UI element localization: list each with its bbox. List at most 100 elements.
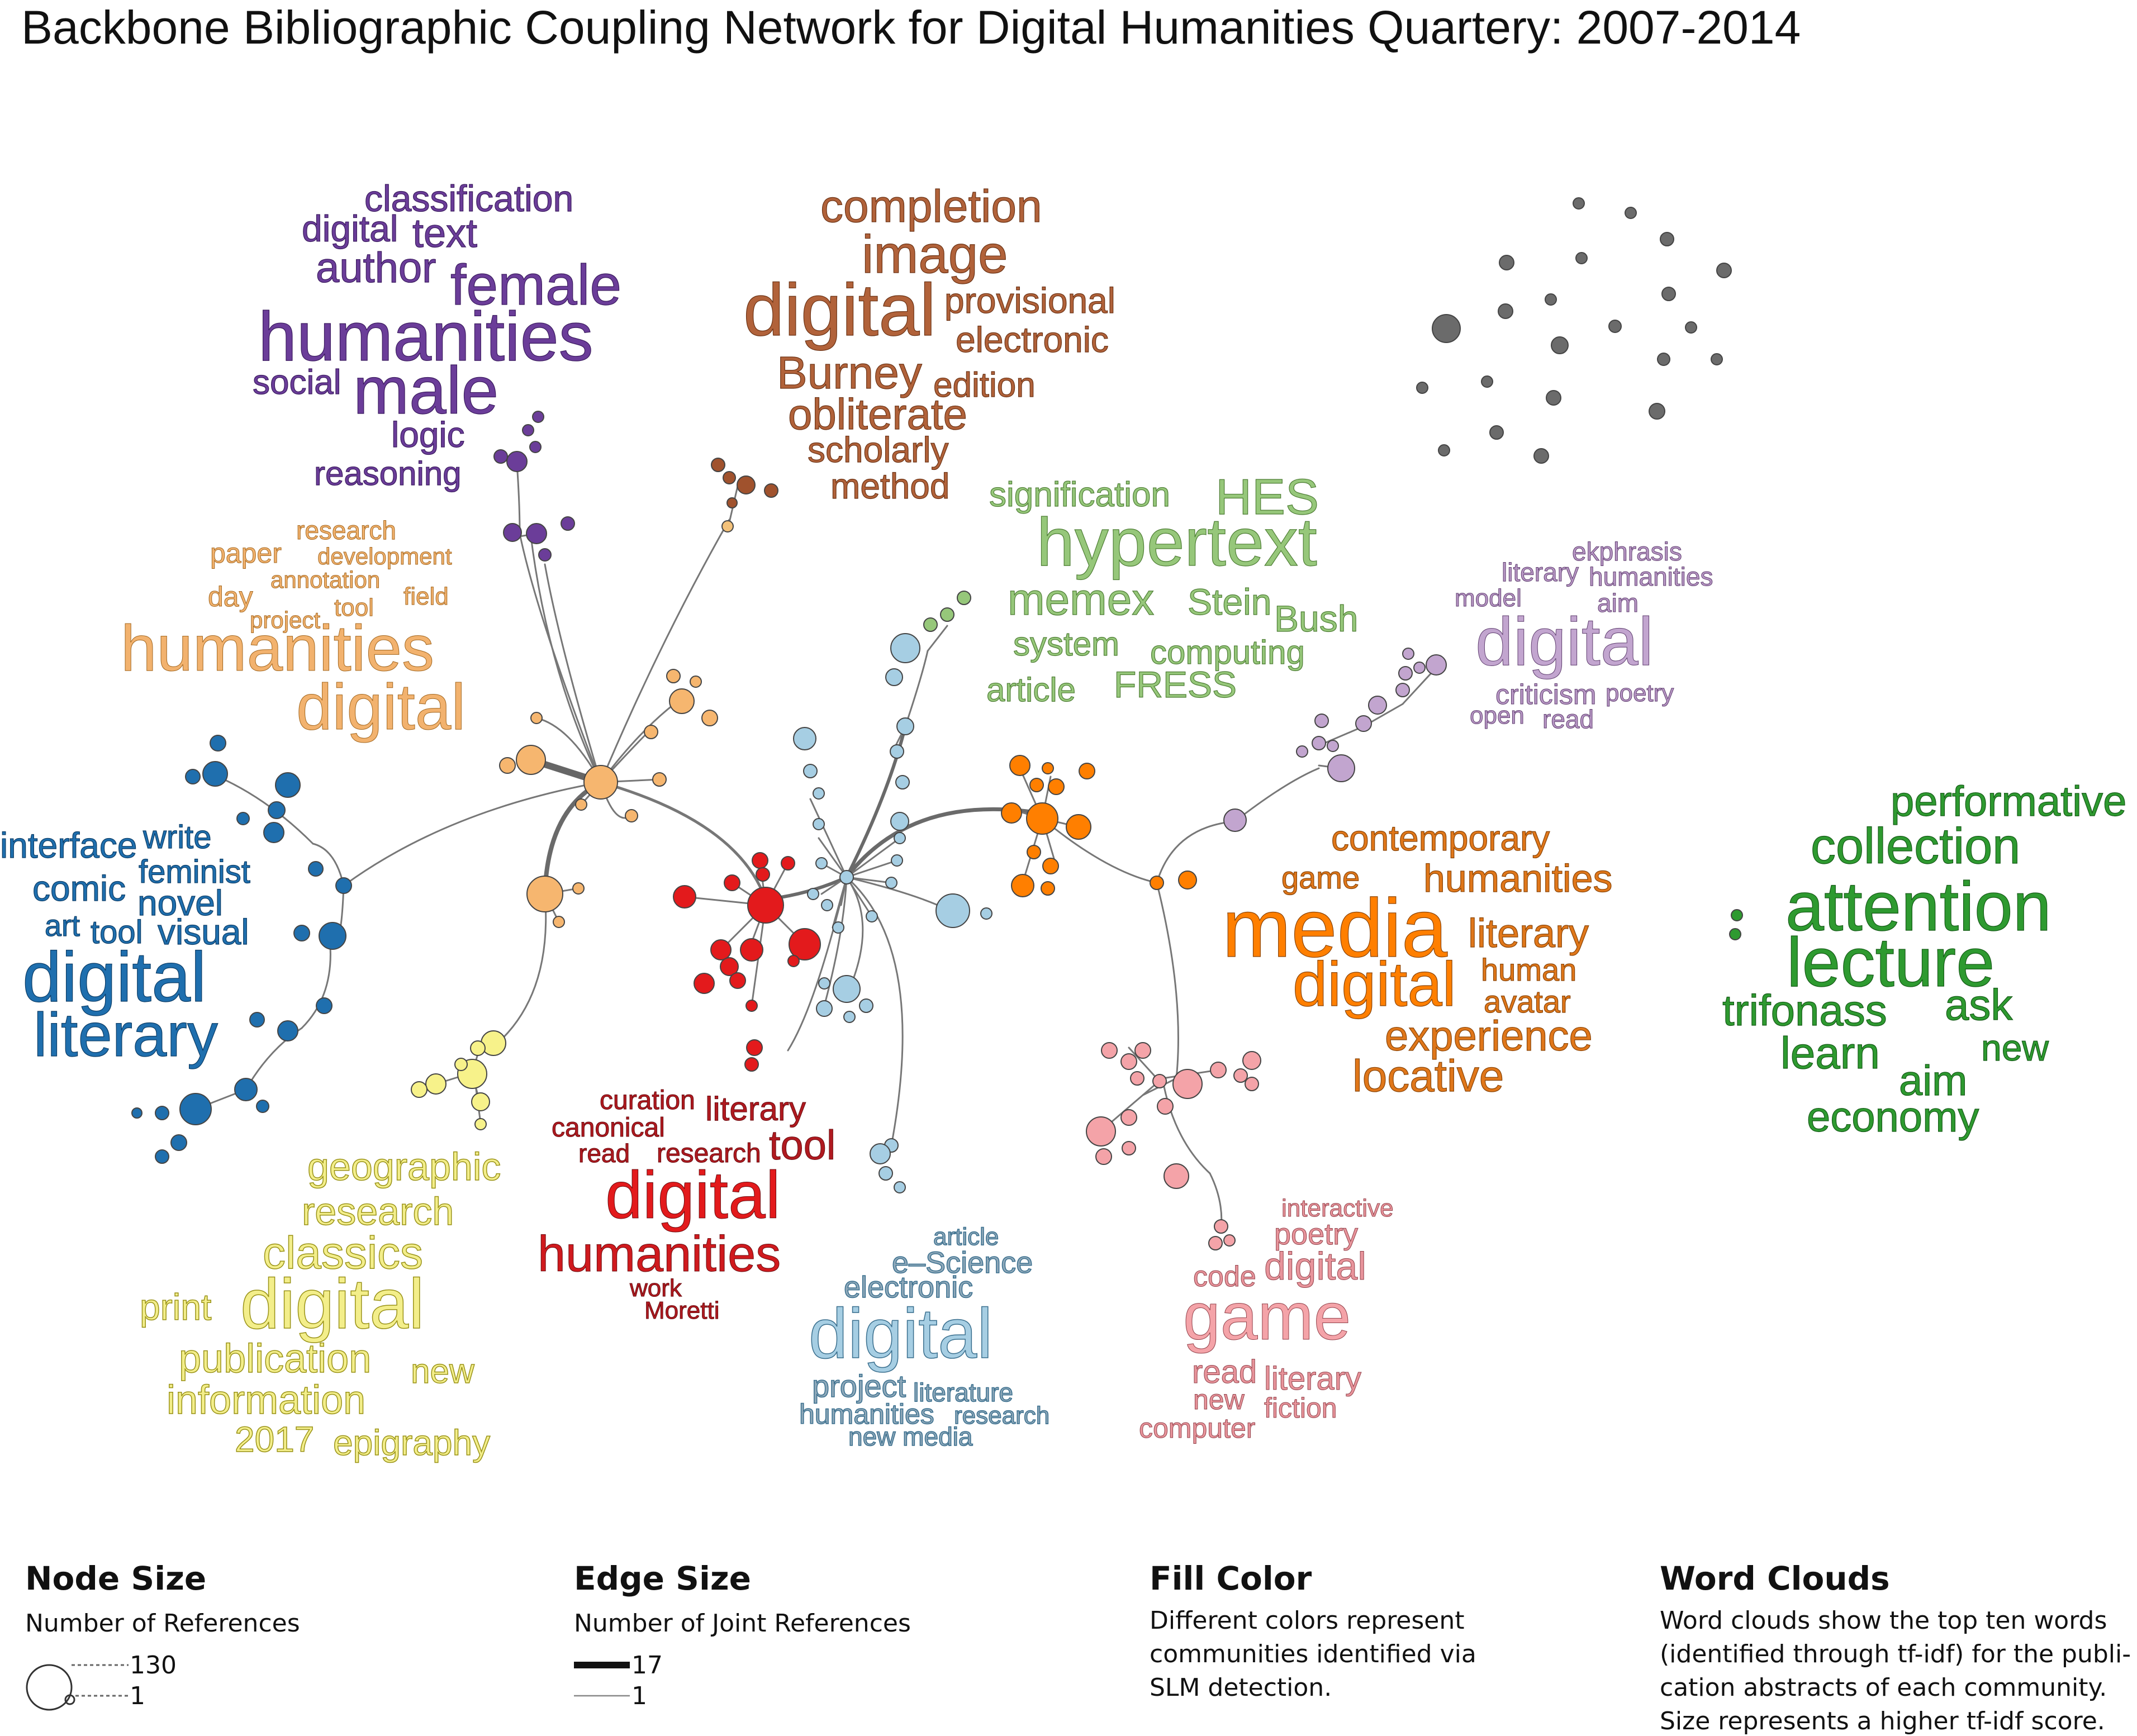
legend-heading: Edge Size [574,1559,751,1597]
legend-line: Different colors represent [1150,1606,1465,1635]
cloud-word: poetry [1274,1217,1358,1251]
node [526,523,547,544]
node [522,424,534,436]
cloud-word: system [1013,625,1119,663]
node [940,607,954,622]
cloud-word: humanities [1589,562,1713,591]
cloud-word: write [143,819,211,855]
network-nodes [131,197,1743,1250]
cloud-word: curation [600,1086,695,1115]
node [1210,1062,1227,1078]
node [538,548,552,562]
legend-max-label: 17 [631,1651,663,1680]
cloud-word: method [830,466,949,506]
node [866,910,878,922]
node [553,916,565,928]
node [583,765,618,800]
node [669,688,695,714]
cloud-word: epigraphy [333,1423,490,1463]
edge [809,798,848,878]
node [1120,1109,1137,1126]
legend-node-size: Node Size Number of References 130 1 [25,1559,300,1711]
node [1660,232,1674,246]
node [1327,740,1339,752]
node [935,893,970,928]
word-cloud-blue: interface write feminist comic novel art… [0,819,250,1069]
node [813,787,825,800]
node [293,925,310,941]
node [1413,662,1426,674]
node [957,591,971,605]
node [1731,909,1743,921]
cloud-word: FRESS [1114,664,1237,705]
cloud-word: digital [22,938,206,1016]
cloud-word: humanities [799,1399,934,1430]
node [894,832,906,844]
cloud-word: research [657,1139,761,1168]
cloud-word: digital [240,1264,424,1343]
edge [544,563,602,783]
cloud-word: comic [32,868,126,909]
node [724,874,740,891]
cloud-word: digital [809,1294,992,1373]
word-cloud-lavender: ekphrasis literary humanities model aim … [1455,537,1713,734]
legend-min-label: 1 [631,1682,647,1710]
node [644,725,658,739]
cloud-word: new [1981,1027,2049,1068]
cloud-word: obliterate [788,389,967,439]
edge [1103,1077,1164,1130]
cloud-word: interface [0,825,137,865]
cloud-word: Burney [777,348,922,398]
node [870,1143,891,1164]
cloud-word: computing [1150,634,1305,671]
node [711,458,725,472]
node [737,475,756,494]
edge [301,938,331,1029]
node [1438,444,1450,456]
node [1608,320,1622,333]
node [839,870,854,884]
edge [217,776,314,845]
word-cloud-green: performative collection attention lectur… [1722,777,2127,1141]
edge [927,625,948,652]
cloud-word: digital [1475,603,1654,679]
legend-min-label: 1 [130,1682,145,1710]
node [1426,654,1447,676]
cloud-word: research [296,516,396,545]
node [652,772,667,787]
legend-heading: Node Size [25,1559,206,1597]
cloud-word: electronic [844,1271,973,1304]
node [185,769,201,784]
node [896,717,914,735]
node [1178,871,1197,890]
cloud-word: experience [1385,1012,1593,1060]
node [155,1149,169,1164]
legend-caption: Number of References [25,1609,300,1638]
cloud-word: game [1281,860,1360,895]
node [1499,255,1514,270]
cloud-word: logic [391,415,465,455]
node [764,483,778,498]
cloud-word: literary [34,1001,218,1069]
node [210,735,226,752]
edge [846,876,904,1147]
cloud-word: ekphrasis [1572,537,1682,566]
node [1122,1141,1136,1155]
legend-line: communities identified via [1150,1640,1476,1668]
legend-word-clouds: Word Clouds Word clouds show the top ten… [1660,1559,2131,1735]
cloud-word: social [253,363,341,402]
cloud-word: annotation [270,567,380,593]
node [1432,314,1461,343]
cloud-word: canonical [552,1113,665,1143]
cloud-word: scholarly [808,430,949,470]
cloud-word: geographic [307,1145,501,1188]
cloud-word: ask [1945,980,2013,1029]
node [532,411,544,423]
legend-line: cation abstracts of each community. [1660,1673,2107,1702]
node [980,907,992,920]
cloud-word: text [412,211,477,256]
node [890,633,920,663]
node [1095,1148,1112,1165]
cloud-word: hypertext [1037,504,1317,580]
cloud-word: tool [334,594,374,621]
